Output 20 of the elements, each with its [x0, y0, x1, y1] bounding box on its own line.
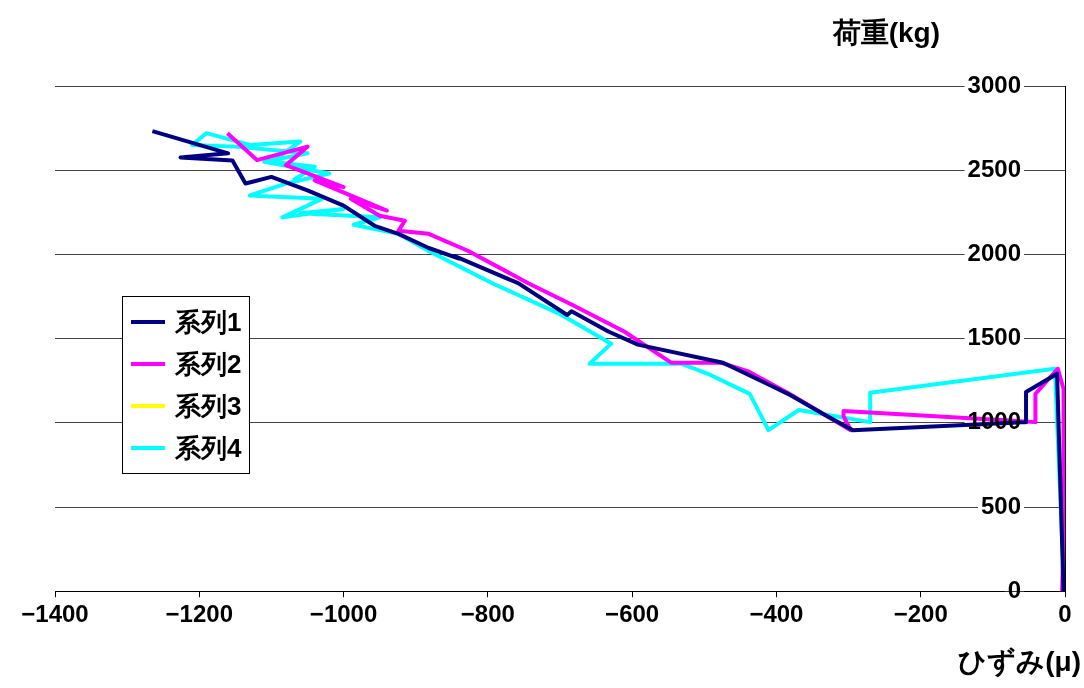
- y-tick-label: 1000: [967, 407, 1021, 435]
- x-tick-label: −200: [893, 600, 948, 628]
- x-tick-label: −1400: [21, 600, 89, 628]
- y-axis-title: 荷重(kg): [831, 17, 940, 48]
- x-tick-label: −800: [460, 600, 515, 628]
- legend-label: 系列1: [175, 305, 242, 339]
- legend-label: 系列2: [175, 347, 242, 381]
- legend-label: 系列3: [175, 389, 242, 423]
- x-tick-label: −400: [749, 600, 804, 628]
- x-tick-label: 0: [1058, 600, 1072, 628]
- y-tick-label: 2500: [967, 154, 1021, 182]
- y-tick-label: 1500: [967, 323, 1021, 351]
- y-tick-label: 2000: [967, 239, 1021, 267]
- x-tick-label: −600: [605, 600, 660, 628]
- y-tick-label: 500: [980, 491, 1021, 519]
- y-tick-label: 3000: [967, 70, 1021, 98]
- x-tick-label: −1200: [165, 600, 233, 628]
- x-tick-label: −1000: [309, 600, 378, 628]
- x-axis-title: ひずみ(μ): [958, 646, 1081, 679]
- legend-label: 系列4: [175, 431, 242, 465]
